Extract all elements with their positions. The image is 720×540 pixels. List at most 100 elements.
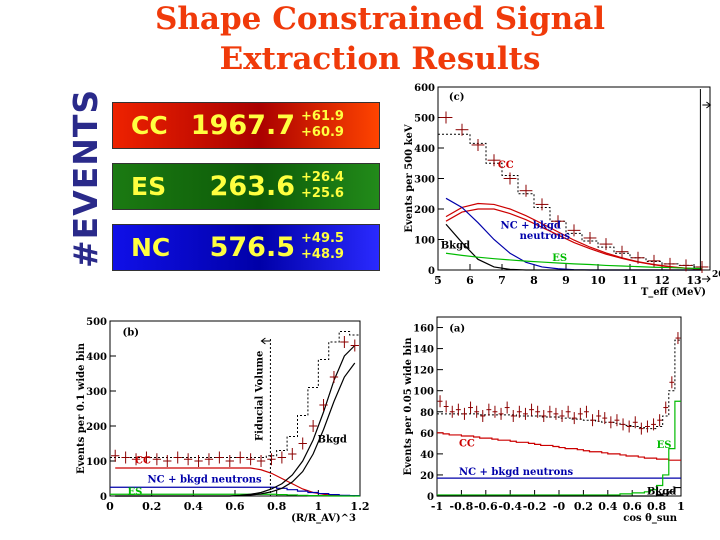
annotation-c: Bkgd [441, 240, 470, 251]
x-axis-label-c: T_eff (MeV) [641, 287, 706, 298]
es-label: ES [131, 172, 167, 201]
x-tick-label-b: 0.8 [267, 500, 286, 513]
series-line-a [437, 486, 681, 497]
y-tick-label-c: 600 [414, 83, 435, 94]
x-tick-label-a: 0.8 [647, 500, 666, 513]
y-tick-label-b: 500 [86, 317, 107, 328]
annotation-a: (a) [449, 324, 465, 335]
annotation-c: CC [498, 160, 514, 171]
y-tick-label-b: 100 [86, 457, 107, 468]
series-line-b [115, 345, 356, 497]
y-tick-label-a: 40 [420, 450, 434, 461]
annotation-b: NC + bkgd neutrons [148, 475, 263, 486]
nc-result-box: NC 576.5 +49.5 +48.9 [112, 224, 380, 271]
nc-value: 576.5 [209, 232, 295, 263]
x-tick-label-b: 0.6 [225, 500, 244, 513]
y-axis-label-b: Events per 0.1 wide bin [76, 342, 87, 474]
x-tick-label-a: 0.4 [598, 500, 617, 513]
cc-result-box: CC 1967.7 +61.9 +60.9 [112, 102, 380, 149]
x-tick-label-c: 8 [530, 274, 538, 287]
x-tick-label-b: 0.4 [184, 500, 203, 513]
x-tick-label-b: 1 [315, 500, 323, 513]
y-tick-label-c: 100 [414, 236, 435, 247]
overflow-arrow-c [702, 101, 712, 109]
y-axis-label-c: Events per 500 keV [404, 124, 415, 233]
x-tick-label-c: 5 [434, 274, 442, 287]
annotation-b: ES [128, 487, 143, 498]
y-tick-label-a: 80 [420, 408, 434, 419]
y-tick-label-c: 400 [414, 144, 435, 155]
x-tick-label-b: 0 [106, 500, 114, 513]
annotation-c: NC + bkgd [501, 220, 561, 231]
y-axis-label-a: Events per 0.05 wide bin [403, 337, 414, 476]
y-tick-label-a: 60 [420, 429, 434, 440]
title-line-2: Extraction Results [219, 41, 541, 77]
annotation-c: ES [552, 253, 567, 264]
x-overflow-arrow-c [702, 275, 711, 283]
y-tick-label-a: 140 [413, 345, 434, 356]
x-overflow-label-c: 20 [712, 270, 720, 280]
fiducial-volume-label: Fiducial Volume [254, 351, 265, 441]
annotation-c: (c) [449, 92, 465, 103]
x-tick-label-c: 6 [466, 274, 474, 287]
es-value: 263.6 [209, 171, 295, 202]
es-plus-error: +26.4 [301, 170, 344, 185]
x-tick-label-a: -0.4 [498, 500, 522, 513]
y-tick-label-a: 20 [420, 471, 434, 482]
es-result-box: ES 263.6 +26.4 +25.6 [112, 163, 380, 210]
nc-minus-error: +48.9 [301, 247, 344, 262]
x-tick-label-b: 1.2 [350, 500, 369, 513]
y-tick-label-a: 100 [413, 387, 434, 398]
x-axis-label-b: (R/R_AV)^3 [291, 513, 356, 524]
cc-label: CC [131, 111, 168, 140]
x-tick-label-a: -1 [431, 500, 443, 513]
y-tick-label-b: 0 [100, 492, 107, 503]
annotation-b: CC [135, 455, 151, 466]
y-tick-label-b: 400 [86, 352, 107, 363]
x-tick-label-b: 0.2 [142, 500, 161, 513]
cc-plus-error: +61.9 [301, 109, 344, 124]
cc-minus-error: +60.9 [301, 125, 344, 140]
x-tick-label-a: -0.8 [450, 500, 474, 513]
x-tick-label-c: 9 [562, 274, 570, 287]
x-tick-label-c: 12 [654, 274, 669, 287]
nc-label: NC [131, 233, 171, 262]
nc-plus-error: +49.5 [301, 231, 344, 246]
annotation-a: NC + bkgd neutrons [459, 467, 574, 478]
x-tick-label-c: 13 [686, 274, 701, 287]
series-line-b [115, 362, 356, 497]
series-line-c [445, 223, 702, 271]
annotation-a: ES [657, 440, 672, 451]
x-tick-label-a: 0.2 [574, 500, 593, 513]
annotation-c: neutrons [520, 231, 571, 242]
series-line-c [445, 202, 703, 270]
annotation-b: Bkgd [318, 434, 347, 445]
y-tick-label-c: 0 [428, 266, 435, 277]
y-tick-label-b: 200 [86, 422, 107, 433]
es-minus-error: +25.6 [301, 186, 344, 201]
x-tick-label-c: 10 [590, 274, 606, 287]
x-tick-label-a: -0.2 [523, 500, 547, 513]
x-axis-label-a: cos θ_sun [623, 513, 677, 524]
x-tick-label-a: 1 [677, 500, 685, 513]
annotation-b: (b) [123, 328, 139, 339]
annotation-a: Bkgd [647, 487, 676, 498]
fit-total-line-c [438, 133, 710, 268]
y-tick-label-b: 300 [86, 387, 107, 398]
y-tick-label-a: 120 [413, 366, 434, 377]
plot-frame-b [109, 320, 361, 497]
y-tick-label-c: 200 [414, 205, 435, 216]
title-line-1: Shape Constrained Signal [154, 1, 606, 37]
y-tick-label-c: 300 [414, 175, 435, 186]
x-tick-label-c: 11 [622, 274, 637, 287]
x-tick-label-a: 0.6 [623, 500, 642, 513]
fiducial-arrow [260, 337, 271, 345]
x-tick-label-c: 7 [498, 274, 506, 287]
y-tick-label-a: 160 [413, 324, 434, 335]
x-tick-label-a: -0.6 [474, 500, 498, 513]
fit-total-line-a [437, 339, 681, 430]
series-line-b [110, 486, 360, 497]
y-tick-label-a: 0 [427, 492, 434, 503]
cc-value: 1967.7 [190, 110, 295, 141]
